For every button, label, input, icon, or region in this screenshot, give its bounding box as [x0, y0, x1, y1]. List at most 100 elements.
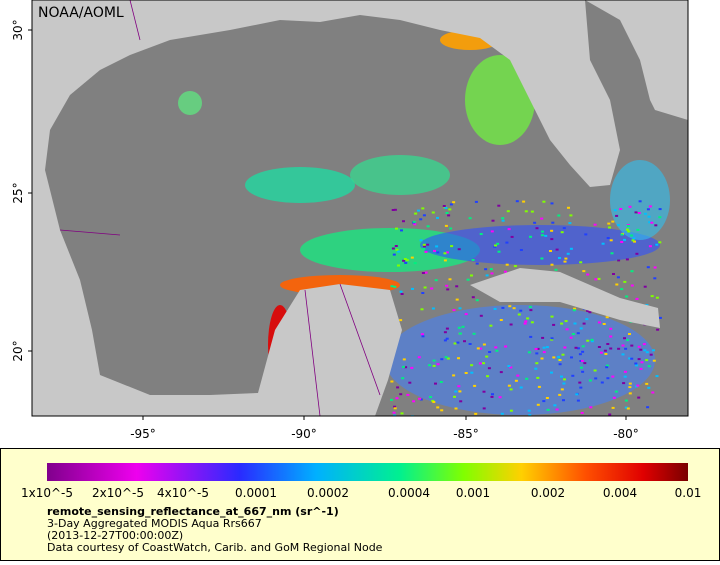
speckle	[583, 362, 587, 365]
speckle	[422, 214, 426, 217]
speckle	[545, 397, 549, 399]
speckle	[565, 328, 569, 331]
speckle	[625, 295, 629, 298]
speckle	[593, 223, 597, 226]
map-frame	[31, 0, 689, 417]
colorbar-label: 0.01	[675, 486, 702, 500]
speckle	[541, 336, 545, 339]
speckle	[582, 322, 586, 325]
speckle	[528, 414, 532, 416]
speckle	[655, 243, 659, 246]
speckle	[573, 322, 577, 325]
colorbar-label: 0.0004	[388, 486, 430, 500]
speckle	[509, 409, 513, 412]
speckle	[572, 309, 576, 312]
speckle	[390, 380, 394, 383]
speckle	[612, 273, 615, 275]
speckle	[542, 346, 546, 349]
speckle	[413, 223, 417, 226]
speckle	[545, 346, 549, 349]
speckle	[647, 365, 651, 368]
speckle	[536, 347, 540, 350]
speckle	[430, 287, 434, 290]
speckle	[615, 283, 619, 286]
speckle	[558, 363, 562, 366]
speckle	[535, 362, 539, 365]
speckle	[444, 356, 448, 359]
speckle	[585, 318, 589, 321]
variable-name: remote_sensing_reflectance_at_667_nm (sr…	[47, 505, 339, 518]
speckle	[482, 407, 486, 410]
speckle	[654, 224, 658, 227]
speckle	[537, 385, 541, 388]
speckle	[426, 225, 430, 228]
speckle	[414, 212, 418, 215]
speckle	[488, 351, 492, 353]
speckle	[448, 278, 452, 281]
speckle	[564, 320, 568, 323]
speckle	[519, 249, 523, 251]
speckle	[635, 252, 639, 255]
speckle	[399, 290, 403, 293]
speckle	[470, 274, 473, 277]
speckle	[503, 270, 507, 273]
speckle	[557, 214, 561, 217]
speckle	[393, 285, 397, 288]
speckle	[455, 285, 459, 288]
speckle	[475, 299, 479, 302]
speckle	[522, 200, 526, 203]
legend-line: 3-Day Aggregated MODIS Aqua Rrs667	[47, 517, 262, 530]
speckle	[569, 214, 573, 217]
speckle	[505, 241, 509, 244]
speckle	[476, 347, 480, 350]
speckle	[527, 351, 531, 354]
speckle	[606, 343, 610, 345]
colorbar-labels: 1x10^-5 2x10^-5 4x10^-5 0.0001 0.0002 0.0004 0…	[21, 486, 701, 500]
speckle	[608, 226, 611, 229]
speckle	[611, 406, 615, 409]
speckle	[567, 206, 570, 209]
speckle	[494, 244, 497, 247]
axes: 30° 25° 20° -95° -90° -85° -80°	[11, 19, 639, 441]
speckle	[529, 309, 533, 312]
speckle	[440, 358, 444, 361]
speckle	[648, 205, 652, 208]
speckle	[421, 207, 425, 210]
speckle	[542, 400, 546, 403]
speckle	[562, 399, 565, 402]
speckle	[653, 266, 657, 269]
speckle	[613, 209, 617, 212]
speckle	[656, 328, 660, 331]
speckle	[611, 220, 615, 223]
speckle	[606, 377, 610, 380]
speckle	[421, 292, 425, 294]
speckle	[619, 208, 623, 210]
speckle	[630, 284, 634, 287]
speckle	[626, 339, 630, 342]
speckle	[550, 263, 554, 266]
speckle	[435, 245, 439, 248]
speckle	[643, 212, 647, 215]
speckle	[648, 221, 652, 224]
speckle	[443, 252, 447, 255]
speckle	[491, 219, 495, 222]
speckle	[478, 362, 482, 365]
speckle	[421, 335, 425, 338]
speckle	[470, 364, 474, 367]
speckle	[396, 386, 400, 389]
speckle	[432, 364, 436, 367]
speckle	[444, 224, 448, 227]
speckle	[561, 353, 565, 356]
speckle	[455, 298, 459, 301]
speckle	[639, 367, 643, 370]
speckle	[474, 412, 478, 415]
speckle	[623, 280, 627, 283]
speckle	[397, 250, 401, 253]
speckle	[624, 399, 628, 402]
speckle	[402, 259, 406, 262]
speckle	[519, 309, 523, 312]
speckle	[443, 331, 447, 334]
speckle	[395, 248, 399, 251]
speckle	[412, 220, 416, 223]
speckle	[428, 364, 432, 367]
